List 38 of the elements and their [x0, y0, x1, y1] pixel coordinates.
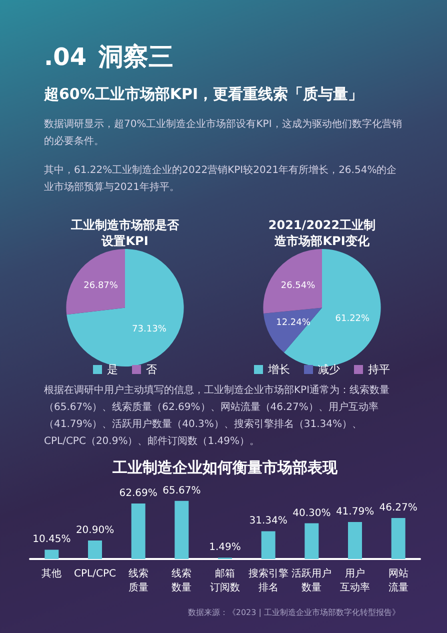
x-tick-label: 用户互动率 — [340, 568, 370, 594]
data-label: 73.13% — [132, 324, 167, 334]
legend-label: 减少 — [318, 363, 340, 376]
x-tick-label: 网站流量 — [388, 568, 408, 594]
legend-label: 持平 — [368, 363, 390, 376]
data-label: 65.67% — [162, 485, 201, 496]
data-label: 40.30% — [292, 508, 331, 519]
x-tick-label: 邮箱订阅数 — [210, 568, 240, 594]
text: 根据在调研中用户主动填写的信息，工业制造企业市场部KPI通常为：线索数量（65.67%）、线索质量（62.69%）、网站流量（46.27%）、用户互动率（41.79%）、活跃用户数量（40.3%）、搜索引擎排名（31.34%）、CPL/CPC（20.9%）、邮件订阅数（1.49%）。 — [44, 384, 391, 449]
data-label: 62.69% — [119, 488, 158, 499]
legend-label: 增长 — [267, 363, 290, 376]
data-label: 46.27% — [379, 502, 418, 514]
x-tick-label: 活跃用户数量 — [292, 568, 332, 594]
data-label: 61.22% — [335, 314, 370, 324]
data-label: 1.49% — [209, 542, 241, 554]
chart-title: 2021/2022工业制造市场部KPI变化 — [268, 218, 376, 248]
text: 超60%工业市场部KPI，更看重线索「质与量」 — [44, 85, 364, 104]
legend-label: 是 — [107, 363, 118, 376]
data-label: 20.90% — [76, 524, 114, 536]
text: 洞察三 — [98, 41, 174, 73]
data-label: 26.54% — [280, 280, 316, 291]
chart-title: 工业制造企业如何衡量市场部表现 — [112, 458, 338, 476]
text: 数据调研显示，超70%工业制造企业市场部设有KPI，这成为驱动他们数字化营销的必要条件。 — [44, 118, 403, 149]
legend-label: 否 — [146, 363, 157, 376]
text: .04 — [44, 42, 87, 70]
x-tick-label: 线索质量 — [128, 568, 148, 594]
x-tick-label: 搜索引擎排名 — [248, 568, 288, 594]
data-label: 12.24% — [276, 318, 311, 328]
x-tick-label: CPL/CPC — [74, 568, 116, 580]
data-label: 31.34% — [249, 516, 288, 527]
data-label: 41.79% — [336, 506, 374, 518]
source-note: 数据来源：《2023 | 工业制造企业市场部数字化转型报告》 — [186, 607, 401, 618]
text: 其中，61.22%工业制造企业的2022营销KPI较2021年有所增长，26.54%的企业市场部预算与2021年持平。 — [44, 164, 398, 195]
data-label: 26.87% — [84, 281, 118, 292]
x-tick-label: 其他 — [42, 568, 62, 580]
data-label: 10.45% — [32, 534, 71, 546]
chart-title: 工业制造市场部是否设置KPI — [70, 218, 180, 248]
x-tick-label: 线索数量 — [172, 568, 192, 594]
